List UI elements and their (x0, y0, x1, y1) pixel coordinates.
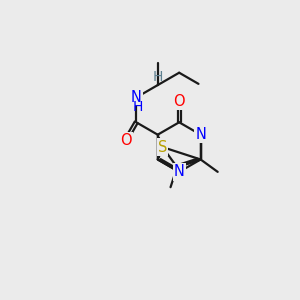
Text: N: N (195, 127, 206, 142)
Text: N: N (174, 164, 184, 179)
Text: S: S (158, 140, 167, 154)
Text: O: O (120, 133, 131, 148)
Text: O: O (173, 94, 185, 109)
Text: H: H (152, 70, 163, 84)
Text: N: N (131, 90, 142, 105)
Text: H: H (133, 100, 143, 114)
